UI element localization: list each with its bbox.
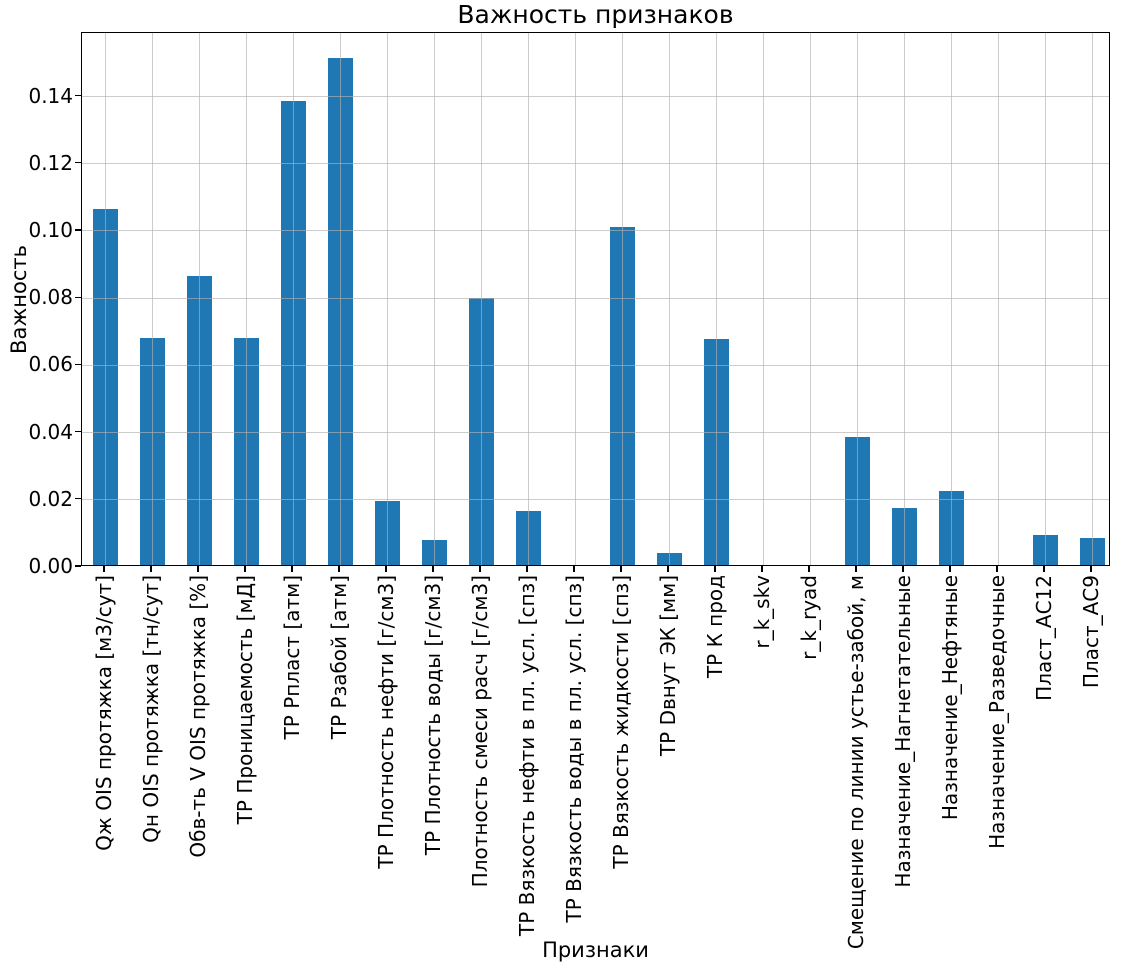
y-tick-label: 0.04 [28, 419, 73, 444]
vertical-gridline [715, 33, 717, 565]
vertical-gridline [339, 33, 341, 565]
x-tick-mark [761, 566, 763, 572]
vertical-gridline [151, 33, 153, 565]
x-tick-mark [855, 566, 857, 572]
x-tick-label: ТР Рпласт [атм] [279, 575, 304, 740]
x-tick-mark [526, 566, 528, 572]
y-tick-mark [75, 363, 81, 365]
vertical-gridline [292, 33, 294, 565]
x-axis-label: Признаки [542, 938, 649, 962]
x-tick-label: ТР Вязкость жидкости [спз] [608, 575, 633, 869]
horizontal-gridline [82, 499, 1109, 501]
vertical-gridline [574, 33, 576, 565]
x-tick-label: Пласт_АС12 [1031, 575, 1056, 701]
vertical-gridline [245, 33, 247, 565]
x-tick-mark [338, 566, 340, 572]
y-tick-mark [75, 162, 81, 164]
x-tick-label: ТР Вязкость воды в пл. усл. [спз] [561, 575, 586, 923]
x-tick-label: Назначение_Нефтяные [937, 575, 962, 821]
horizontal-gridline [82, 432, 1109, 434]
vertical-gridline [433, 33, 435, 565]
horizontal-gridline [82, 364, 1109, 366]
vertical-gridline [809, 33, 811, 565]
x-tick-mark [996, 566, 998, 572]
vertical-gridline [1044, 33, 1046, 565]
y-tick-label: 0.06 [28, 352, 73, 377]
vertical-gridline [1091, 33, 1093, 565]
x-tick-label: Назначение_Нагнетательные [890, 575, 915, 888]
x-tick-mark [667, 566, 669, 572]
x-tick-mark [197, 566, 199, 572]
x-tick-label: Qн OIS протяжка [тн/сут] [138, 575, 163, 843]
y-tick-mark [75, 498, 81, 500]
vertical-gridline [997, 33, 999, 565]
x-tick-label: ТР К прод [702, 575, 727, 679]
x-tick-label: ТР Dвнут ЭК [мм] [655, 575, 680, 757]
x-tick-label: ТР Проницаемость [мД] [232, 575, 257, 825]
x-tick-mark [432, 566, 434, 572]
x-tick-mark [479, 566, 481, 572]
vertical-gridline [621, 33, 623, 565]
x-tick-mark [714, 566, 716, 572]
x-tick-label: ТР Рзабой [атм] [326, 575, 351, 740]
x-tick-label: r_k_skv [749, 575, 774, 649]
x-tick-mark [808, 566, 810, 572]
x-tick-label: Qж OIS протяжка [м3/сут] [91, 575, 116, 851]
horizontal-gridline [82, 297, 1109, 299]
x-tick-label: r_k_ryad [796, 575, 821, 660]
vertical-gridline [527, 33, 529, 565]
y-axis-label: Важность [7, 244, 31, 354]
x-tick-mark [1090, 566, 1092, 572]
y-tick-mark [75, 565, 81, 567]
x-tick-label: ТР Плотность нефти [г/см3] [373, 575, 398, 869]
x-tick-mark [902, 566, 904, 572]
x-tick-mark [150, 566, 152, 572]
horizontal-gridline [82, 230, 1109, 232]
x-tick-label: Обв-ть V OIS протяжка [%] [185, 575, 210, 858]
x-tick-label: ТР Вязкость нефти в пл. усл. [спз] [514, 575, 539, 936]
horizontal-gridline [82, 96, 1109, 97]
horizontal-gridline [82, 163, 1109, 165]
y-tick-label: 0.02 [28, 486, 73, 511]
y-tick-label: 0.08 [28, 285, 73, 310]
x-tick-label: Плотность смеси расч [г/см3] [467, 575, 492, 888]
x-tick-mark [385, 566, 387, 572]
y-tick-label: 0.10 [28, 217, 73, 242]
x-tick-label: Пласт_АС9 [1078, 575, 1103, 689]
y-tick-mark [75, 296, 81, 298]
x-tick-mark [103, 566, 105, 572]
y-tick-mark [75, 430, 81, 433]
vertical-gridline [856, 33, 858, 565]
y-tick-mark [75, 229, 81, 231]
x-tick-label: Смещение по линии устье-забой, м [843, 575, 868, 950]
vertical-gridline [762, 33, 764, 565]
x-tick-mark [573, 566, 575, 572]
vertical-gridline [950, 33, 952, 565]
x-tick-mark [244, 566, 246, 572]
x-tick-label: ТР Плотность воды [г/см3] [420, 575, 445, 856]
y-axis-label-wrap: Важность [6, 32, 32, 566]
x-tick-mark [291, 566, 293, 572]
x-tick-mark [949, 566, 951, 572]
x-tick-label: Назначение_Разведочные [984, 575, 1009, 849]
vertical-gridline [198, 33, 200, 565]
chart-title: Важность признаков [457, 0, 734, 29]
x-tick-mark [1043, 566, 1045, 572]
y-tick-label: 0.14 [28, 83, 73, 108]
vertical-gridline [386, 33, 388, 565]
vertical-gridline [668, 33, 670, 565]
y-tick-label: 0.00 [28, 554, 73, 578]
vertical-gridline [903, 33, 905, 565]
plot-area [81, 32, 1110, 566]
vertical-gridline [480, 33, 482, 565]
x-tick-mark [620, 566, 622, 572]
vertical-gridline [104, 33, 106, 565]
y-tick-label: 0.12 [28, 150, 73, 175]
y-tick-mark [75, 94, 81, 97]
